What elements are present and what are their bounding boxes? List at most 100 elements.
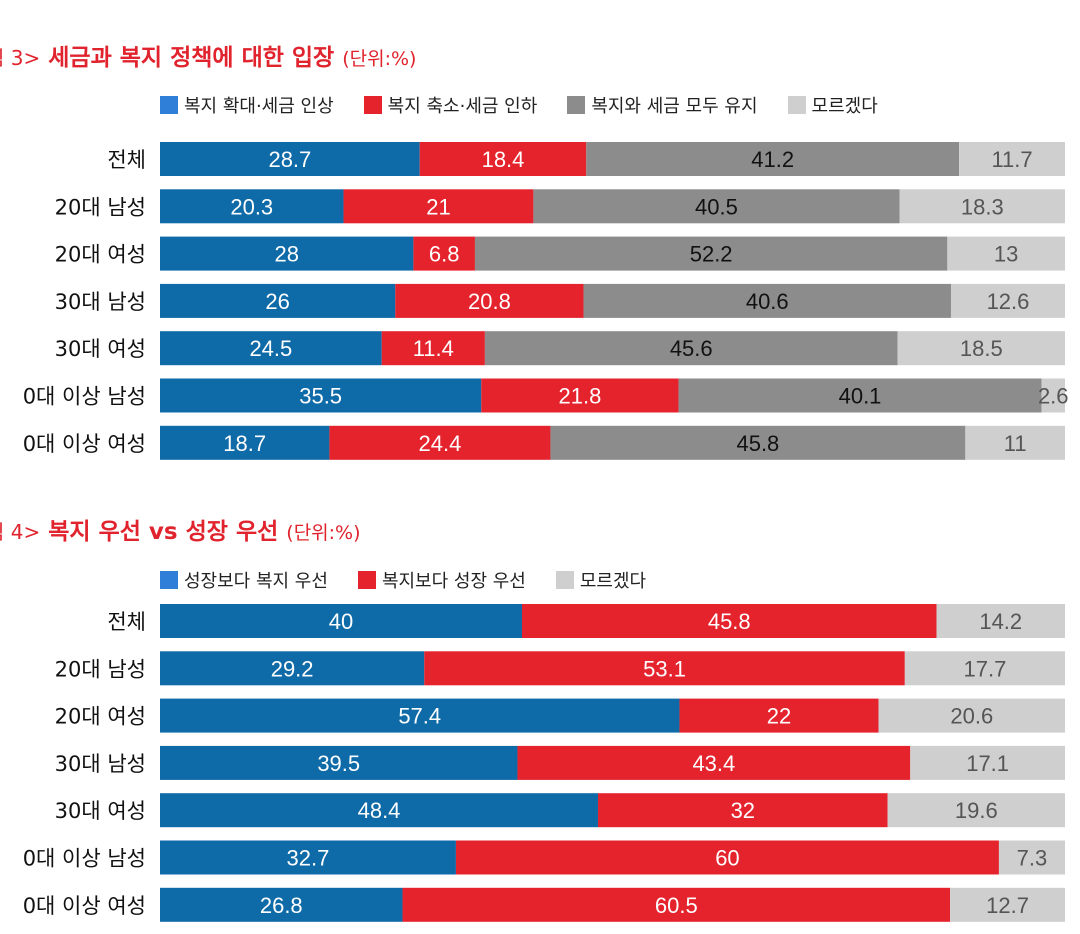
data-label: 35.5 xyxy=(299,384,342,409)
data-label: 24.4 xyxy=(419,431,462,456)
bar-segment xyxy=(160,236,414,271)
bar-segment xyxy=(160,698,680,733)
data-label: 11 xyxy=(1004,431,1027,456)
data-label: 22 xyxy=(767,704,791,729)
bar-segment xyxy=(160,745,518,780)
row-label: 20대 여성 xyxy=(55,705,146,729)
data-label: 21.8 xyxy=(559,384,602,409)
bar-segment xyxy=(160,840,456,875)
legend-label: 모르겠다 xyxy=(811,96,878,117)
chart1-title-prefix: 림 3> xyxy=(0,46,41,70)
bar-segment xyxy=(329,425,551,460)
row-label: 20대 남성 xyxy=(55,195,146,219)
chart2-legend-item: 성장보다 복지 우선 xyxy=(160,567,328,593)
data-label: 39.5 xyxy=(317,751,360,776)
bar-segment xyxy=(965,425,1065,460)
data-label: 40.1 xyxy=(839,384,882,409)
data-label: 29.2 xyxy=(271,656,314,681)
bar-segment xyxy=(160,604,522,638)
bar-segment xyxy=(160,142,420,176)
data-label: 26 xyxy=(265,289,289,314)
bar-segment xyxy=(522,604,937,638)
data-label: 53.1 xyxy=(643,656,686,681)
data-label: 6.8 xyxy=(429,242,460,267)
bar-segment xyxy=(904,651,1065,686)
chart1-legend-item: 복지 확대·세금 인상 xyxy=(160,92,334,118)
bar-segment xyxy=(160,887,403,922)
data-label: 45.8 xyxy=(708,609,751,634)
bar-segment xyxy=(947,236,1065,271)
data-label: 26.8 xyxy=(260,893,303,918)
legend-label: 복지와 세금 모두 유지 xyxy=(591,96,758,117)
bar-segment xyxy=(1041,378,1065,413)
bar-segment xyxy=(160,793,599,828)
legend-swatch-lightgray xyxy=(555,571,574,589)
chart1-title-unit: (단위:%) xyxy=(342,48,417,70)
chart2-legend-item: 모르겠다 xyxy=(555,567,646,593)
bar-segment xyxy=(678,378,1042,413)
bar-segment xyxy=(550,425,966,460)
chart2-title: 림 4> 복지 우선 vs 성장 우선 (단위:%) xyxy=(0,512,361,546)
row-label: 0대 이상 남성 xyxy=(23,847,146,871)
bar-segment xyxy=(897,331,1065,366)
bar-segment xyxy=(455,840,999,875)
bar-segment xyxy=(959,142,1065,176)
bar-segment xyxy=(950,283,1065,318)
data-label: 18.4 xyxy=(482,147,525,172)
data-label: 20.3 xyxy=(230,194,273,219)
data-label: 40.6 xyxy=(746,289,789,314)
legend-label: 복지 축소·세금 인하 xyxy=(387,96,538,117)
bar-segment xyxy=(936,604,1065,638)
data-label: 52.2 xyxy=(690,242,733,267)
bar-segment xyxy=(402,887,951,922)
row-label: 0대 이상 여성 xyxy=(23,432,146,456)
chart2-title-prefix: 림 4> xyxy=(0,520,41,544)
data-label: 43.4 xyxy=(692,751,735,776)
data-label: 32 xyxy=(731,798,755,823)
data-label: 19.6 xyxy=(955,798,998,823)
data-label: 40.5 xyxy=(695,194,738,219)
bar-segment xyxy=(679,698,879,733)
bar-segment xyxy=(899,189,1065,224)
bar-segment xyxy=(160,378,482,413)
data-label: 18.5 xyxy=(960,336,1003,361)
legend-swatch-lightgray xyxy=(787,96,806,114)
data-label: 60.5 xyxy=(655,893,698,918)
row-label: 전체 xyxy=(107,610,146,634)
data-label: 17.1 xyxy=(966,751,1009,776)
bar-segment xyxy=(583,283,951,318)
chart2-title-unit: (단위:%) xyxy=(286,522,361,544)
data-label: 20.8 xyxy=(468,289,511,314)
bar-segment xyxy=(395,283,584,318)
row-label: 30대 남성 xyxy=(55,752,146,776)
data-label: 12.7 xyxy=(986,893,1029,918)
data-label: 45.8 xyxy=(736,431,779,456)
data-label: 11.4 xyxy=(413,336,454,361)
row-label: 0대 이상 남성 xyxy=(23,385,146,409)
bar-segment xyxy=(598,793,888,828)
data-label: 18.7 xyxy=(223,431,266,456)
row-label: 30대 남성 xyxy=(55,290,146,314)
chart1-legend-item: 복지 축소·세금 인하 xyxy=(363,92,538,118)
data-label: 20.6 xyxy=(950,704,993,729)
data-label: 12.6 xyxy=(987,289,1030,314)
bar-segment xyxy=(910,745,1065,780)
data-label: 21 xyxy=(426,194,450,219)
bar-segment xyxy=(160,331,382,366)
bar-segment xyxy=(481,378,679,413)
data-label: 32.7 xyxy=(287,846,330,871)
bar-segment xyxy=(474,236,948,271)
row-label: 전체 xyxy=(107,148,146,172)
legend-label: 복지보다 성장 우선 xyxy=(381,571,526,592)
chart1-legend: 복지 확대·세금 인상 복지 축소·세금 인하 복지와 세금 모두 유지 모르겠… xyxy=(160,92,908,118)
row-label: 20대 남성 xyxy=(55,657,146,681)
chart2-title-text: 복지 우선 vs 성장 우선 xyxy=(48,519,279,545)
bar-segment xyxy=(160,651,425,686)
bar-segment xyxy=(160,283,396,318)
bar-segment xyxy=(586,142,960,176)
bar-segment xyxy=(381,331,485,366)
row-label: 20대 여성 xyxy=(55,243,146,267)
data-label: 41.2 xyxy=(751,147,794,172)
chart1-legend-item: 모르겠다 xyxy=(787,92,878,118)
row-label: 30대 여성 xyxy=(55,337,146,361)
